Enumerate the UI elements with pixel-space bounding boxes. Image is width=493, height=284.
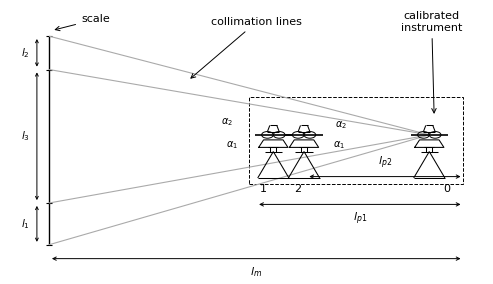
Text: $l_1$: $l_1$: [21, 217, 30, 231]
Text: collimation lines: collimation lines: [191, 17, 302, 78]
Text: $\alpha_2$: $\alpha_2$: [335, 119, 347, 131]
Text: $\alpha_1$: $\alpha_1$: [333, 139, 345, 151]
Text: $l_2$: $l_2$: [21, 46, 30, 60]
Text: 0: 0: [443, 184, 450, 194]
Text: $l_3$: $l_3$: [21, 130, 30, 143]
Bar: [249, 97, 463, 183]
Text: $\alpha_1$: $\alpha_1$: [226, 139, 238, 151]
Text: $l_m$: $l_m$: [250, 266, 262, 279]
Text: scale: scale: [55, 14, 110, 31]
Text: $\alpha_2$: $\alpha_2$: [221, 116, 233, 128]
Text: 1: 1: [260, 184, 267, 194]
Text: $l_{p1}$: $l_{p1}$: [352, 210, 367, 227]
Text: $l_{p2}$: $l_{p2}$: [378, 154, 392, 171]
Text: calibrated
instrument: calibrated instrument: [401, 11, 462, 113]
Text: 2: 2: [294, 184, 301, 194]
